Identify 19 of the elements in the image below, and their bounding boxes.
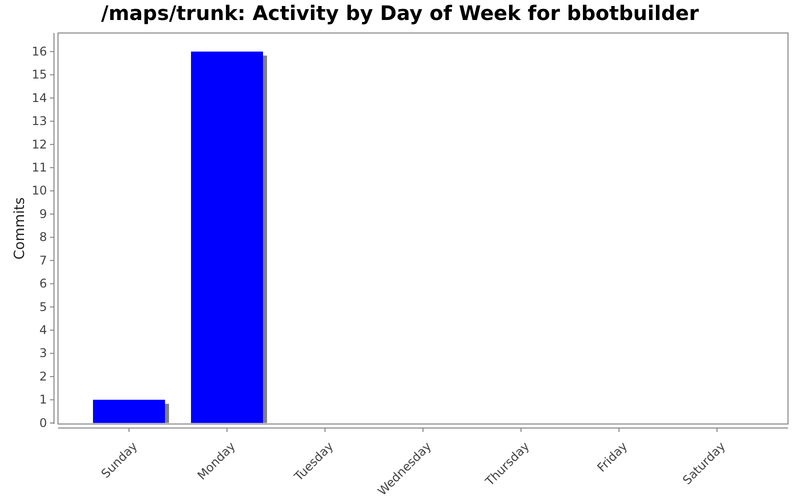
y-tick-label: 3: [39, 346, 47, 360]
y-tick-label: 7: [39, 253, 47, 268]
y-tick-label: 8: [39, 230, 47, 244]
y-tick-label: 4: [39, 322, 47, 337]
y-tick-label: 12: [32, 137, 47, 152]
y-tick-label: 0: [39, 416, 47, 430]
y-tick-label: 9: [39, 206, 47, 221]
y-tick-label: 5: [39, 300, 47, 314]
y-tick-label: 13: [32, 114, 47, 128]
y-tick-label: 6: [39, 276, 47, 291]
y-tick-label: 14: [32, 90, 47, 105]
y-tick-label: 2: [39, 369, 47, 384]
y-tick-label: 16: [32, 44, 47, 58]
y-axis-title: Commits: [12, 197, 28, 260]
y-tick-label: 1: [39, 392, 47, 407]
y-tick-label: 10: [32, 184, 47, 198]
y-tick-label: 11: [32, 160, 47, 174]
chart-title: /maps/trunk: Activity by Day of Week for bbotbuilder: [101, 1, 699, 25]
y-tick-label: 15: [32, 68, 47, 82]
